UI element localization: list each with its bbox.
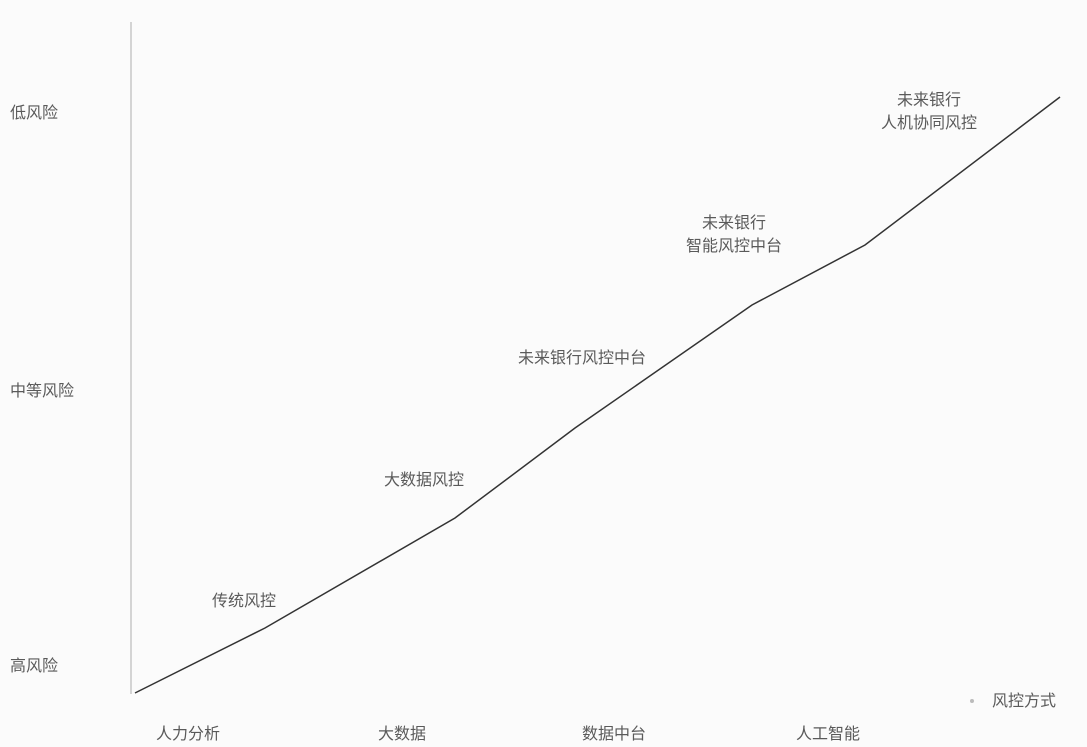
stage-label-line: 未来银行 xyxy=(701,213,767,232)
stage-label-traditional: 传统风控 xyxy=(212,589,276,612)
stage-label-smart-risk-platform: 未来银行 智能风控中台 xyxy=(686,211,782,257)
x-label-big-data: 大数据 xyxy=(377,724,427,743)
y-label-high-risk: 高风险 xyxy=(10,656,59,675)
stage-label-line: 传统风控 xyxy=(211,591,277,610)
x-label-manual-analysis: 人力分析 xyxy=(155,724,221,743)
risk-trend-line xyxy=(134,96,1061,694)
stage-label-line: 人机协同风控 xyxy=(880,113,978,133)
stage-label-line: 未来银行风控中台 xyxy=(517,348,647,367)
stage-label-line: 智能风控中台 xyxy=(685,236,783,256)
x-label-ai: 人工智能 xyxy=(795,724,861,743)
stage-label-big-data-risk: 大数据风控 xyxy=(384,468,464,491)
y-label-medium-risk: 中等风险 xyxy=(10,381,75,400)
legend-label: 风控方式 xyxy=(992,691,1057,710)
stage-label-line: 大数据风控 xyxy=(383,470,465,489)
stage-label-line: 未来银行 xyxy=(896,90,962,109)
legend-dot-icon xyxy=(970,698,974,703)
y-label-low-risk: 低风险 xyxy=(10,103,59,122)
stage-label-human-machine-risk: 未来银行 人机协同风控 xyxy=(881,88,977,134)
x-label-data-platform: 数据中台 xyxy=(581,724,647,743)
legend-risk-control-mode: 风控方式 xyxy=(970,689,1056,712)
stage-label-risk-platform: 未来银行风控中台 xyxy=(518,346,646,369)
